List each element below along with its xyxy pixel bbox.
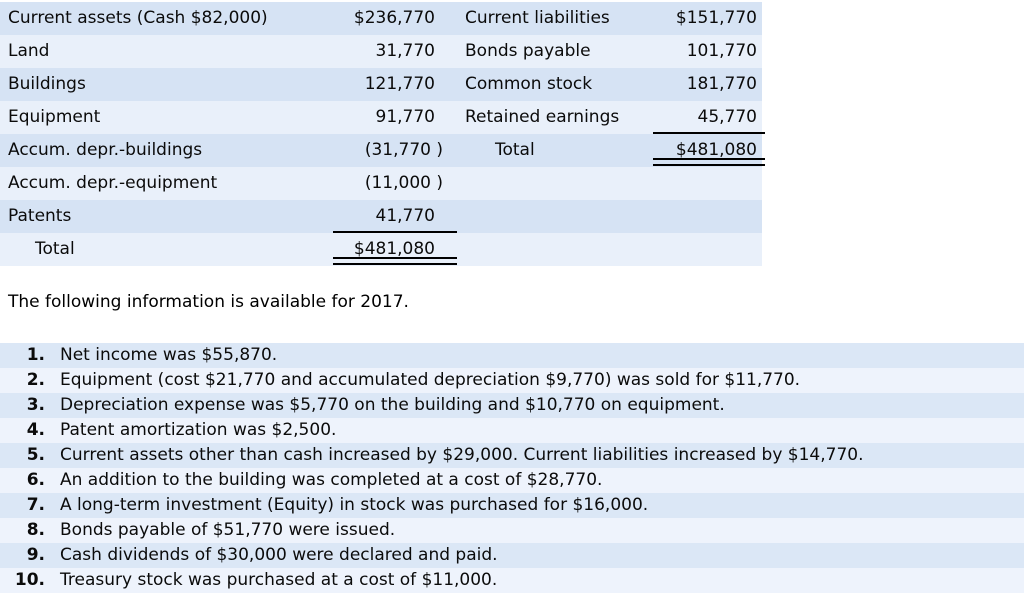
asset-value: 41,770 xyxy=(325,200,457,233)
info-item-text: Equipment (cost $21,770 and accumulated … xyxy=(60,370,801,390)
table-row: Total $481,080 xyxy=(0,233,762,266)
asset-label: Patents xyxy=(8,206,72,226)
info-item-text: Bonds payable of $51,770 were issued. xyxy=(60,520,396,540)
section-heading: The following information is available f… xyxy=(8,292,409,312)
info-item-number: 9. xyxy=(26,545,45,565)
info-item-text: Treasury stock was purchased at a cost o… xyxy=(60,570,498,590)
info-item-text: An addition to the building was complete… xyxy=(60,470,603,490)
table-row: Equipment 91,770 Retained earnings 45,77… xyxy=(0,101,765,134)
asset-value: $236,770 xyxy=(353,8,435,28)
info-item-text: Current assets other than cash increased… xyxy=(60,445,864,465)
list-item: 5. Current assets other than cash increa… xyxy=(0,443,1024,468)
list-item: 1. Net income was $55,870. xyxy=(0,343,1024,368)
table-row: Accum. depr.-equipment (11,000 ) xyxy=(0,167,762,200)
asset-total-value: $481,080 xyxy=(325,233,457,266)
info-item-number: 8. xyxy=(26,520,45,540)
list-item: 7. A long-term investment (Equity) in st… xyxy=(0,493,1024,518)
liability-equity-value: 181,770 xyxy=(686,74,757,94)
liability-equity-label: Bonds payable xyxy=(465,41,591,61)
list-item: 2. Equipment (cost $21,770 and accumulat… xyxy=(0,368,1024,393)
liability-equity-label: Retained earnings xyxy=(465,107,620,127)
liability-equity-value: 101,770 xyxy=(686,41,757,61)
liability-equity-value: 45,770 xyxy=(630,101,765,134)
list-item: 6. An addition to the building was compl… xyxy=(0,468,1024,493)
list-item: 8. Bonds payable of $51,770 were issued. xyxy=(0,518,1024,543)
asset-value: 121,770 xyxy=(364,74,435,94)
info-item-number: 3. xyxy=(26,395,45,415)
liability-equity-label: Current liabilities xyxy=(465,8,610,28)
liability-equity-label xyxy=(457,167,630,200)
liability-equity-value: $151,770 xyxy=(675,8,757,28)
info-item-text: Cash dividends of $30,000 were declared … xyxy=(60,545,498,565)
liability-equity-total-value: $481,080 xyxy=(630,134,765,167)
liability-equity-value xyxy=(630,167,762,200)
list-item: 10. Treasury stock was purchased at a co… xyxy=(0,568,1024,593)
liability-equity-total-label: Total xyxy=(495,140,535,160)
info-item-text: A long-term investment (Equity) in stock… xyxy=(60,495,649,515)
info-item-number: 7. xyxy=(26,495,45,515)
asset-value: (11,000 ) xyxy=(364,173,443,193)
info-item-number: 5. xyxy=(26,445,45,465)
table-row: Buildings 121,770 Common stock 181,770 xyxy=(0,68,762,101)
liability-equity-label xyxy=(457,200,630,233)
table-row: Current assets (Cash $82,000) $236,770 C… xyxy=(0,2,762,35)
asset-label: Buildings xyxy=(8,74,86,94)
asset-value: 91,770 xyxy=(375,107,435,127)
asset-label: Equipment xyxy=(8,107,101,127)
info-item-text: Patent amortization was $2,500. xyxy=(60,420,337,440)
asset-label: Accum. depr.-buildings xyxy=(8,140,203,160)
info-list: 1. Net income was $55,870. 2. Equipment … xyxy=(0,343,1024,593)
info-item-number: 10. xyxy=(14,570,45,590)
table-row: Accum. depr.-buildings (31,770 ) Total $… xyxy=(0,134,765,167)
info-item-number: 4. xyxy=(26,420,45,440)
info-item-text: Depreciation expense was $5,770 on the b… xyxy=(60,395,725,415)
page: Current assets (Cash $82,000) $236,770 C… xyxy=(0,2,1024,593)
asset-label: Accum. depr.-equipment xyxy=(8,173,218,193)
asset-total-label: Total xyxy=(35,239,75,259)
asset-label: Land xyxy=(8,41,50,61)
info-item-number: 6. xyxy=(26,470,45,490)
table-row: Land 31,770 Bonds payable 101,770 xyxy=(0,35,762,68)
asset-value: 31,770 xyxy=(375,41,435,61)
balance-sheet-table: Current assets (Cash $82,000) $236,770 C… xyxy=(0,2,765,266)
table-row: Patents 41,770 xyxy=(0,200,762,233)
info-item-number: 1. xyxy=(26,345,45,365)
asset-value: (31,770 ) xyxy=(364,140,443,160)
info-item-number: 2. xyxy=(26,370,45,390)
liability-equity-label xyxy=(457,233,630,266)
liability-equity-value xyxy=(630,233,762,266)
liability-equity-label: Common stock xyxy=(465,74,593,94)
asset-label: Current assets (Cash $82,000) xyxy=(8,8,268,28)
liability-equity-value xyxy=(630,200,762,233)
list-item: 3. Depreciation expense was $5,770 on th… xyxy=(0,393,1024,418)
list-item: 9. Cash dividends of $30,000 were declar… xyxy=(0,543,1024,568)
info-item-text: Net income was $55,870. xyxy=(60,345,278,365)
list-item: 4. Patent amortization was $2,500. xyxy=(0,418,1024,443)
